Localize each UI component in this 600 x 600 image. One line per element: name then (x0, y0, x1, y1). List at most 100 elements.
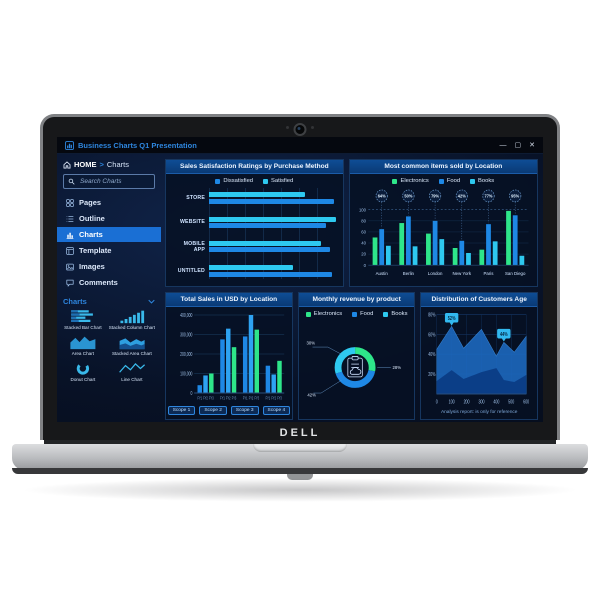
donut-slice-books (334, 347, 376, 388)
bar (277, 360, 282, 393)
bar (254, 329, 259, 393)
svg-text:FY1: FY1 (243, 396, 248, 401)
bar (271, 374, 276, 393)
maximize-button[interactable]: ▢ (514, 141, 522, 149)
sidebar-item-charts[interactable]: Charts (57, 227, 161, 242)
bar-electronics (479, 249, 484, 266)
svg-text:42%: 42% (457, 193, 465, 198)
breadcrumb: HOME > Charts (63, 160, 155, 169)
panel-title: Sales Satisfaction Ratings by Purchase M… (166, 160, 343, 174)
charts-section-title: Charts (63, 297, 87, 306)
bar-dissatisfied (209, 223, 327, 229)
bar-group: UNTITLED (171, 264, 338, 279)
thumb-donut-chart[interactable]: Donut Chart (63, 361, 103, 382)
clipboard-icon (347, 356, 363, 378)
search-input[interactable] (78, 177, 150, 186)
laptop-front-edge (12, 468, 588, 474)
close-button[interactable]: ✕ (529, 141, 535, 149)
svg-text:FY3: FY3 (254, 396, 259, 401)
webcam-icon (293, 123, 307, 136)
bar-dissatisfied (209, 271, 333, 277)
panel-customers-age: Distribution of Customers Age 0 100 200 300… (420, 292, 538, 420)
line-icon (118, 363, 145, 373)
panel-title: Most common items sold by Location (349, 160, 537, 174)
legend-item: Electronics (305, 311, 342, 317)
svg-text:600: 600 (524, 399, 530, 405)
bar-books (412, 246, 418, 266)
bar (231, 347, 237, 393)
sidebar-menu: Pages Outline Charts Template Images Com… (57, 195, 161, 290)
bar-satisfied (209, 240, 321, 246)
thumb-stacked-area-chart[interactable]: Stacked Area Chart (109, 335, 155, 356)
bar (226, 328, 231, 393)
svg-text:0: 0 (363, 263, 366, 268)
thumb-stacked-bar-chart[interactable]: Stacked Bar Chart (63, 309, 103, 330)
scope-button[interactable]: Scope 1 (167, 406, 196, 415)
svg-text:77%: 77% (484, 193, 492, 198)
bar (209, 373, 214, 393)
laptop-bottom-tab (287, 474, 313, 480)
svg-text:FY1: FY1 (197, 396, 202, 401)
svg-text:0: 0 (191, 390, 193, 396)
bar-electronics (452, 248, 458, 266)
legend-chip (352, 311, 358, 317)
svg-text:0: 0 (436, 399, 438, 405)
legend-item: Satisfied (263, 178, 293, 184)
bar-food (378, 229, 384, 266)
sidebar-item-outline[interactable]: Outline (57, 211, 161, 226)
bar-food (432, 220, 438, 266)
thumb-area-chart[interactable]: Area Chart (63, 335, 103, 356)
bar-electronics (425, 233, 431, 266)
panel-items-by-location: Most common items sold by Location Elect… (348, 159, 538, 287)
laptop-screen: Business Charts Q1 Presentation — ▢ ✕ HO… (57, 137, 543, 422)
scope-button[interactable]: Scope 2 (199, 406, 227, 415)
svg-text:44%: 44% (500, 331, 508, 338)
percent-badge (508, 189, 521, 203)
svg-text:San Diego: San Diego (505, 271, 526, 276)
bar-satisfied (209, 216, 337, 222)
items-column-chart: 0 20 40 60 80 100 64% Austin 50% Berlin 79% London 4… (355, 186, 532, 283)
bar-group: STORE (171, 191, 338, 206)
thumb-line-chart[interactable]: Line Chart (109, 361, 155, 382)
svg-text:100: 100 (359, 207, 367, 212)
breadcrumb-current[interactable]: Charts (106, 160, 129, 169)
thumb-stacked-column-chart[interactable]: Stacked Column Chart (109, 309, 155, 330)
svg-text:New York: New York (452, 271, 471, 276)
scope-button[interactable]: Scope 3 (230, 406, 259, 415)
svg-text:FY2: FY2 (226, 396, 231, 401)
breadcrumb-home[interactable]: HOME (74, 160, 97, 169)
sidebar-item-pages[interactable]: Pages (57, 195, 161, 210)
sidebar-item-images[interactable]: Images (57, 259, 161, 274)
svg-text:64%: 64% (377, 193, 385, 198)
grouped-column-chart: 0 20 40 60 80 100 64% Austin 50% Berlin 79% London 4… (359, 189, 529, 276)
mic-hole (286, 126, 289, 129)
age-area-chart: 0 100 200 300 400 500 600 20% 40% 60% 80% 52% 44% (426, 309, 532, 409)
sidebar-item-template[interactable]: Template (57, 243, 161, 258)
svg-text:500: 500 (509, 399, 515, 405)
percent-badge (402, 189, 415, 203)
panel-total-sales: Total Sales in USD by Location 0 100,000 2… (165, 292, 293, 420)
outline-icon (66, 215, 74, 222)
minimize-button[interactable]: — (499, 141, 507, 149)
svg-text:400,000: 400,000 (180, 312, 192, 318)
panel-title: Monthly revenue by product (298, 293, 415, 307)
panel-title: Total Sales in USD by Location (166, 293, 292, 307)
dashboard-panels: Sales Satisfaction Ratings by Purchase M… (161, 154, 543, 422)
scope-button[interactable]: Scope 4 (262, 406, 291, 415)
callout-label: 42% (307, 392, 316, 397)
search-box[interactable] (63, 174, 155, 189)
legend: Electronics Food Books (304, 311, 410, 317)
svg-text:FY1: FY1 (266, 396, 271, 401)
svg-text:60%: 60% (429, 332, 436, 338)
legend-item: Electronics (392, 178, 429, 184)
bar (248, 315, 254, 393)
charts-section-header[interactable]: Charts (63, 297, 155, 306)
sidebar-item-comments[interactable]: Comments (57, 275, 161, 290)
area-icon (70, 336, 96, 350)
stacked-bar-icon (71, 310, 93, 322)
scope-buttons: Scope 1 Scope 2 Scope 3 Scope 4 (167, 405, 291, 416)
panel-monthly-revenue: Monthly revenue by product Electronics F… (297, 292, 416, 420)
satisfaction-bar-chart: STORE WEBSITE MOBILE APP UNTITLED (171, 186, 338, 283)
svg-text:95%: 95% (511, 193, 519, 198)
